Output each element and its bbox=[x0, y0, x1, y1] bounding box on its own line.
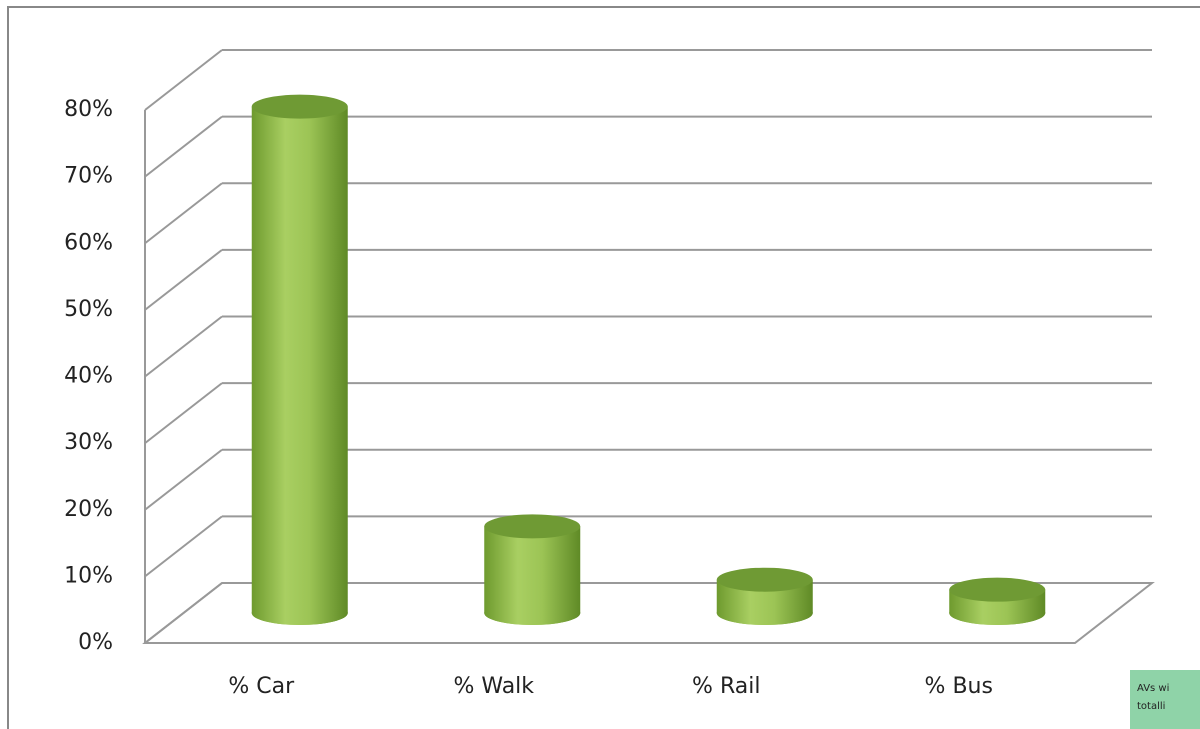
grid-line bbox=[144, 515, 223, 578]
x-tick-label: % Walk bbox=[453, 674, 534, 699]
annotation-box bbox=[1130, 670, 1200, 729]
x-tick-label: % Bus bbox=[925, 674, 993, 699]
grid-line bbox=[144, 249, 223, 311]
y-tick-label: 20% bbox=[64, 497, 113, 522]
y-tick-label: 30% bbox=[64, 430, 113, 455]
cylinder-top bbox=[251, 94, 348, 119]
grid-line bbox=[144, 49, 223, 111]
x-tick-label: % Car bbox=[228, 674, 295, 699]
cylinder-top bbox=[949, 577, 1046, 602]
grid-line bbox=[144, 182, 223, 245]
annotation-text: AVs wi bbox=[1137, 683, 1169, 694]
bar bbox=[251, 106, 348, 625]
y-tick-label: 0% bbox=[78, 630, 113, 655]
x-tick-label: % Rail bbox=[692, 674, 760, 699]
y-tick-label: 40% bbox=[64, 364, 113, 389]
bar bbox=[484, 526, 581, 625]
annotation-text: totalli bbox=[1137, 701, 1165, 712]
cylinder-top bbox=[716, 567, 813, 592]
y-tick-label: 80% bbox=[64, 97, 113, 122]
y-tick-label: 60% bbox=[64, 230, 113, 255]
grid-line bbox=[144, 448, 223, 511]
frame bbox=[7, 6, 1200, 729]
y-tick-label: 70% bbox=[64, 164, 113, 189]
y-tick-label: 10% bbox=[64, 563, 113, 588]
y-tick-label: 50% bbox=[64, 297, 113, 322]
cylinder-top bbox=[484, 514, 581, 539]
grid-line bbox=[144, 315, 223, 378]
bar bbox=[716, 579, 813, 625]
grid-line bbox=[144, 382, 223, 444]
grid-line bbox=[144, 582, 223, 644]
grid-line bbox=[144, 115, 223, 178]
